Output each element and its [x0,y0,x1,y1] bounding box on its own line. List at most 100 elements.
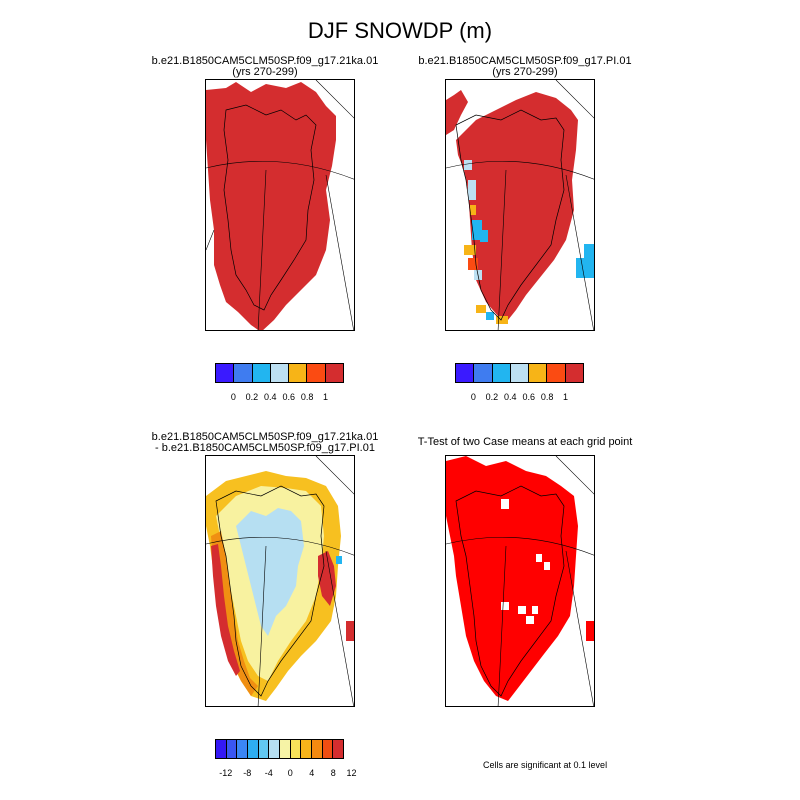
colorbar-difference-swatch [258,740,270,758]
cell-blue-3 [472,220,482,240]
colorbar-difference-swatch [237,740,249,758]
colorbar-pi-tick-label: 0.2 [485,392,499,402]
cell-blue-4 [480,230,488,242]
colorbar-pi [455,363,584,383]
colorbar-pi-swatch [492,364,511,382]
nonsig-cell-5 [518,606,526,614]
graticule-21ka [206,80,354,330]
cell-orange-3 [476,305,486,313]
colorbar-21ka-tick-label: 0.6 [282,392,295,402]
colorbar-difference-ticks: -12 -8 -4 0 4 8 12 [215,768,356,780]
colorbar-difference [215,739,344,759]
nonsig-cell-1 [501,499,509,509]
cell-blue-2 [468,180,476,200]
page-title: DJF SNOWDP (m) [307,18,493,43]
land-pi [456,92,578,320]
colorbar-pi-tick-label: 0.8 [540,392,554,402]
colorbar-21ka-tick-label: 1 [323,392,329,402]
colorbar-difference-tick-label: -4 [264,768,273,778]
panel-1-title-line1: b.e21.B1850CAM5CLM50SP.f09_g17.21ka.01 [151,55,379,67]
colorbar-21ka [215,363,344,383]
nonsig-cell-3 [544,562,550,570]
cell-blue-1 [464,160,472,170]
colorbar-21ka-swatch [216,364,235,382]
colorbar-difference-swatch [226,740,238,758]
map-panel-pi [445,79,595,331]
colorbar-21ka-ticks: 0 0.2 0.4 0.6 0.8 1 [215,392,344,404]
colorbar-difference-swatch [248,740,259,758]
cell-orange-1 [470,205,476,215]
map-panel-difference [205,455,355,707]
graticule-diff [206,456,354,706]
cell-blue-6 [486,312,494,320]
significant-area [446,456,578,701]
nonsig-cell-2 [536,554,542,562]
colorbar-difference-swatch [290,740,302,758]
colorbar-21ka-swatch [325,364,343,382]
nonsig-cell-4 [501,602,509,610]
colorbar-21ka-tick-label: 0.4 [264,392,277,402]
coastline-ttest [455,485,565,697]
colorbar-difference-swatch [216,740,227,758]
panel-3-title-line2: - b.e21.B1850CAM5CLM50SP.f09_g17.PI.01 [155,442,375,454]
colorbar-21ka-tick-label: 0 [230,392,236,402]
colorbar-21ka-tick-label: 0.8 [300,392,314,402]
colorbar-difference-tick-label: 8 [330,768,336,778]
colorbar-21ka-swatch [307,364,326,382]
cell-yellow-1 [464,245,476,255]
cell-blue-east-2 [576,258,594,278]
colorbar-difference-swatch [269,740,281,758]
panel-1-title-line2: (yrs 270-299) [232,66,298,78]
panel-2-title-line2: (yrs 270-299) [492,66,558,78]
graticule-ttest [446,456,594,706]
colorbar-pi-tick-label: 0 [470,392,476,402]
cell-orange-4 [496,316,508,324]
colorbar-21ka-tick-label: 0.2 [245,392,259,402]
panel-4-title: T-Test of two Case means at each grid po… [400,437,650,448]
colorbar-difference-swatch [280,740,291,758]
colorbar-difference-tick-label: -12 [219,768,233,778]
map-panel-21ka [205,79,355,331]
diff-light-blue [236,508,304,636]
colorbar-pi-swatch [456,364,475,382]
diff-red-east [318,551,336,606]
cell-blue-east-1 [584,244,594,258]
sig-east-1 [586,621,594,641]
land-pi-left [446,90,468,135]
colorbar-21ka-swatch [252,364,271,382]
map-ttest-svg [446,456,594,706]
diff-blue-east [336,556,342,564]
panel-2-title: b.e21.B1850CAM5CLM50SP.f09_g17.PI.01 (yr… [410,56,640,78]
map-difference-svg [206,456,354,706]
nonsig-cell-6 [526,616,534,624]
panel-4-title-line1: T-Test of two Case means at each grid po… [417,436,633,448]
colorbar-difference-tick-label: 0 [287,768,293,778]
coastline-pi [455,109,565,321]
coastline-21ka [223,104,317,311]
colorbar-21ka-swatch [270,364,290,382]
colorbar-pi-swatch [529,364,548,382]
colorbar-pi-swatch [547,364,566,382]
coastline-diff [215,485,325,697]
map-21ka-svg [206,80,354,330]
map-panel-ttest [445,455,595,707]
graticule-pi [446,80,594,330]
colorbar-difference-swatch [333,740,344,758]
colorbar-pi-swatch [474,364,493,382]
colorbar-difference-swatch [301,740,313,758]
panel-3-title-line1: b.e21.B1850CAM5CLM50SP.f09_g17.21ka.01 [151,431,379,443]
colorbar-pi-tick-label: 1 [563,392,569,402]
colorbar-pi-swatch [565,364,583,382]
colorbar-difference-tick-label: 4 [309,768,315,778]
panel-1-title: b.e21.B1850CAM5CLM50SP.f09_g17.21ka.01 (… [150,56,380,78]
colorbar-pi-ticks: 0 0.2 0.4 0.6 0.8 1 [455,392,584,404]
colorbar-21ka-swatch [289,364,308,382]
cell-orange-2 [468,258,478,270]
panel-2-title-line1: b.e21.B1850CAM5CLM50SP.f09_g17.PI.01 [418,55,632,67]
significance-note: Cells are significant at 0.1 level [483,760,608,770]
diff-red-east-small [346,621,354,641]
colorbar-pi-swatch [510,364,530,382]
nonsig-cell-7 [532,606,538,614]
colorbar-difference-tick-label: -8 [243,768,252,778]
colorbar-difference-tick-label: 12 [346,768,357,778]
